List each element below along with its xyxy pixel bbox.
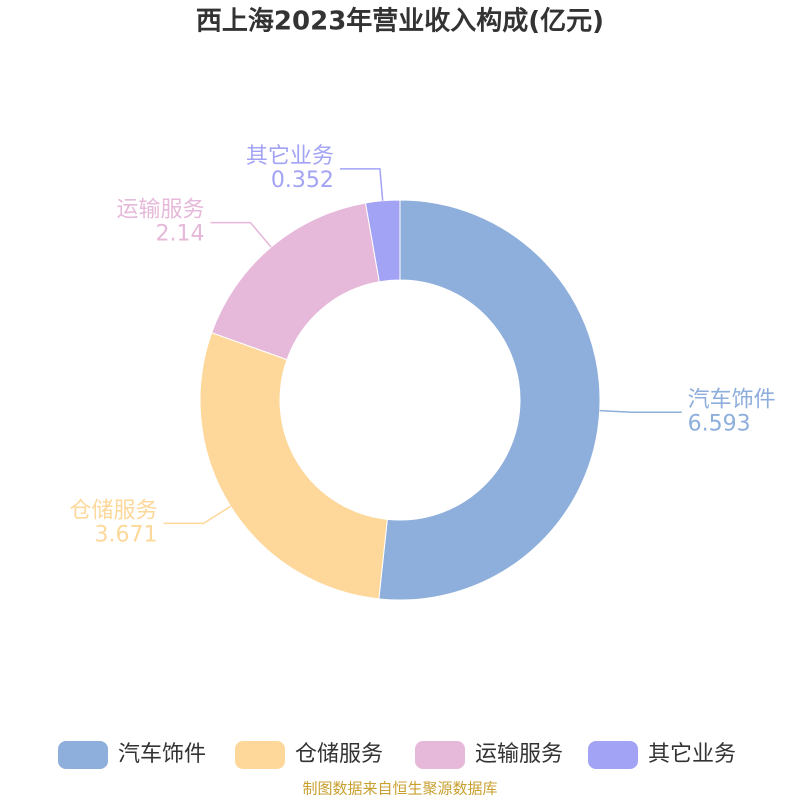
leader-line xyxy=(163,505,232,525)
value-label: 2.14 xyxy=(155,222,204,247)
donut-slice xyxy=(378,199,601,601)
legend-label: 运输服务 xyxy=(475,742,563,767)
leader-line xyxy=(339,168,384,201)
slice-label: 其它业务 xyxy=(246,144,334,169)
leader-line xyxy=(599,409,682,414)
leader-line xyxy=(210,221,272,248)
legend-swatch xyxy=(235,741,285,769)
source-note: 制图数据来自恒生聚源数据库 xyxy=(302,780,497,798)
legend-swatch xyxy=(588,741,638,769)
legend-label: 其它业务 xyxy=(648,742,736,767)
legend-swatch xyxy=(58,741,108,769)
donut-slice xyxy=(211,202,380,361)
value-label: 0.352 xyxy=(271,168,334,193)
slice-label: 汽车饰件 xyxy=(688,387,776,412)
donut-slice xyxy=(364,199,401,283)
legend-label: 汽车饰件 xyxy=(118,742,206,767)
chart-title: 西上海2023年营业收入构成(亿元) xyxy=(196,6,604,37)
slice-label: 运输服务 xyxy=(116,198,204,223)
slice-label: 仓储服务 xyxy=(70,498,158,523)
value-label: 3.671 xyxy=(95,522,158,547)
legend-label: 仓储服务 xyxy=(295,742,383,767)
donut-slice xyxy=(199,332,388,600)
value-label: 6.593 xyxy=(688,411,751,436)
legend-swatch xyxy=(415,741,465,769)
